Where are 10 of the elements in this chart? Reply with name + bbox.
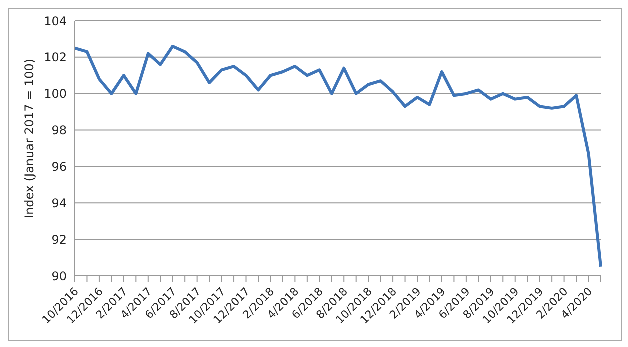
y-tick-label: 96 xyxy=(52,160,67,174)
y-tick-label: 104 xyxy=(44,14,67,28)
y-tick-label: 100 xyxy=(44,87,67,102)
line-series xyxy=(74,45,602,268)
y-tick-label: 90 xyxy=(52,269,67,284)
y-tick-label: 102 xyxy=(44,50,67,65)
y-tick-label: 98 xyxy=(52,124,67,138)
y-axis-title: Index (Januar 2017 = 100) xyxy=(22,58,36,218)
y-tick-label: 94 xyxy=(52,196,67,210)
y-tick-label: 92 xyxy=(52,232,67,247)
